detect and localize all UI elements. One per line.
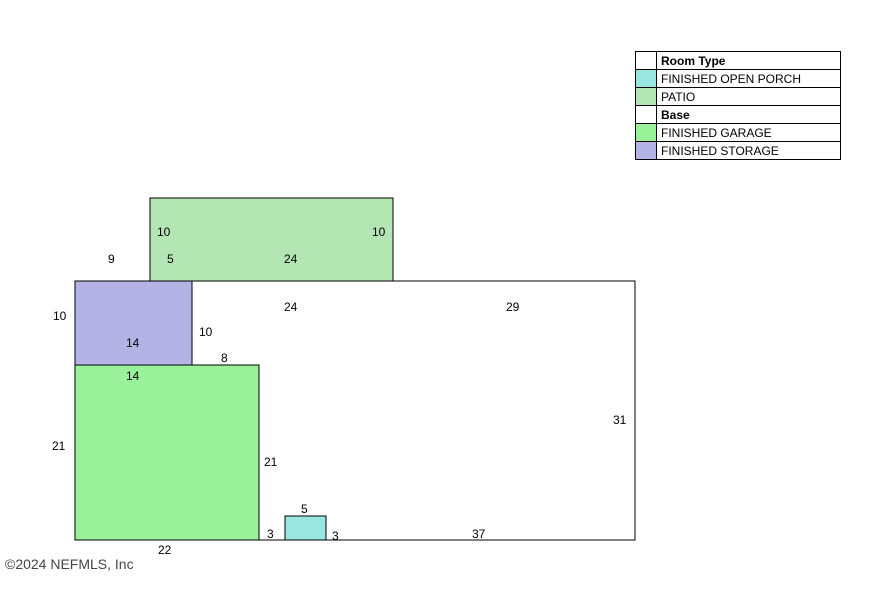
dim-patio-right: 10 — [372, 225, 386, 239]
dim-storage-left: 10 — [53, 309, 67, 323]
dim-porch-top: 5 — [301, 502, 308, 516]
legend-swatch-porch — [635, 69, 657, 88]
dim-garage-left: 21 — [52, 439, 66, 453]
dim-porch-right: 3 — [332, 529, 339, 543]
patio-room — [149, 197, 394, 282]
room-type-legend: Room Type FINISHED OPEN PORCH PATIO Base… — [635, 51, 841, 160]
dim-garage-right: 21 — [264, 455, 278, 469]
dim-patio-offset-b: 5 — [167, 252, 174, 266]
legend-label-porch: FINISHED OPEN PORCH — [656, 69, 841, 88]
storage-room — [74, 280, 193, 366]
legend-label-base: Base — [656, 105, 841, 124]
dim-base-top-a: 24 — [284, 300, 298, 314]
dim-base-top-b: 29 — [506, 300, 520, 314]
dim-base-bottom: 37 — [472, 527, 486, 541]
dim-porch-left: 3 — [267, 527, 274, 541]
dim-storage-top: 14 — [126, 336, 140, 350]
legend-row-base: Base — [635, 105, 841, 124]
dim-storage-right: 10 — [199, 325, 213, 339]
legend-swatch-garage — [635, 123, 657, 142]
legend-row-porch: FINISHED OPEN PORCH — [635, 69, 841, 88]
legend-label-patio: PATIO — [656, 87, 841, 106]
legend-header-label: Room Type — [656, 51, 841, 70]
legend-swatch-storage — [635, 141, 657, 160]
legend-swatch-base — [635, 105, 657, 124]
dim-patio-width: 24 — [284, 252, 298, 266]
legend-label-storage: FINISHED STORAGE — [656, 141, 841, 160]
legend-row-storage: FINISHED STORAGE — [635, 141, 841, 160]
dim-garage-bottom: 22 — [158, 543, 172, 557]
copyright-text: ©2024 NEFMLS, Inc — [5, 556, 134, 572]
dim-base-right: 31 — [613, 413, 627, 427]
legend-label-garage: FINISHED GARAGE — [656, 123, 841, 142]
legend-header-swatch — [635, 51, 657, 70]
legend-row-garage: FINISHED GARAGE — [635, 123, 841, 142]
dim-storage-bottom: 14 — [126, 369, 140, 383]
legend-swatch-patio — [635, 87, 657, 106]
legend-row-patio: PATIO — [635, 87, 841, 106]
dim-garage-step: 8 — [221, 351, 228, 365]
legend-header-row: Room Type — [635, 51, 841, 70]
dim-patio-left: 10 — [157, 225, 171, 239]
garage-room — [74, 364, 260, 541]
dim-patio-offset-a: 9 — [108, 252, 115, 266]
porch-room — [284, 515, 327, 541]
